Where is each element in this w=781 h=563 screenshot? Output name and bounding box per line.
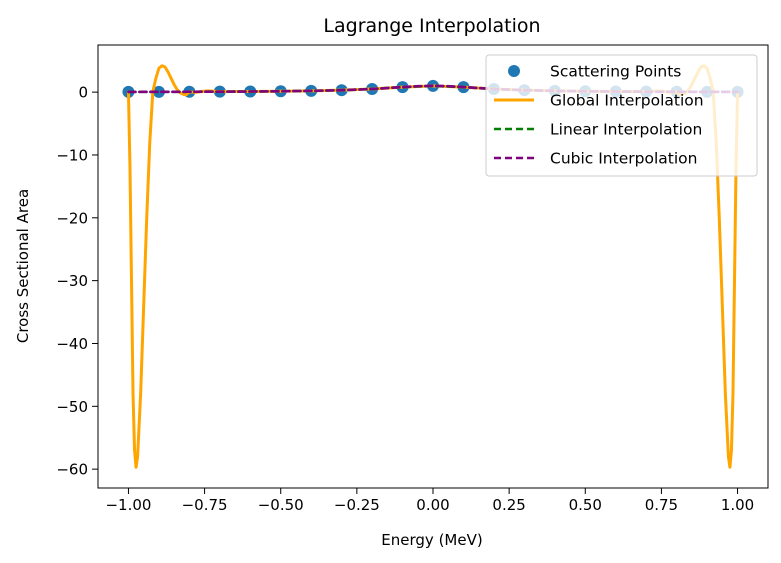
legend-label-scattering-points: Scattering Points: [550, 63, 681, 81]
x-tick-label: −1.00: [105, 496, 151, 514]
x-axis-label: Energy (MeV): [381, 531, 482, 549]
legend-label-cubic-interpolation: Cubic Interpolation: [550, 150, 697, 168]
x-tick-label: −0.75: [182, 496, 228, 514]
y-tick-label: −30: [56, 272, 88, 290]
axis-ticks: −1.00 −0.75 −0.50 −0.25 0.00 0.25 0.50 0.75 1.00…: [56, 84, 754, 514]
x-tick-label: 0.00: [416, 496, 449, 514]
legend-marker-scattering-points: [508, 65, 520, 77]
legend: Scattering Points Global Interpolation L…: [485, 54, 758, 177]
x-tick-label: −0.25: [334, 496, 380, 514]
y-tick-label: −10: [56, 146, 88, 164]
x-tick-label: 0.75: [645, 496, 678, 514]
x-tick-label: 0.50: [569, 496, 602, 514]
legend-label-global-interpolation: Global Interpolation: [550, 92, 704, 110]
y-tick-label: −50: [56, 398, 88, 416]
y-tick-label: −40: [56, 335, 88, 353]
x-tick-label: −0.50: [258, 496, 304, 514]
x-tick-label: 0.25: [492, 496, 525, 514]
y-tick-label: −20: [56, 209, 88, 227]
y-tick-label: 0: [78, 84, 88, 102]
y-tick-label: −60: [56, 461, 88, 479]
scatter-point: [152, 85, 165, 98]
y-axis-label: Cross Sectional Area: [14, 189, 32, 343]
chart-title: Lagrange Interpolation: [323, 15, 540, 37]
legend-box: [485, 54, 758, 177]
x-tick-label: 1.00: [721, 496, 754, 514]
legend-label-linear-interpolation: Linear Interpolation: [550, 121, 702, 139]
